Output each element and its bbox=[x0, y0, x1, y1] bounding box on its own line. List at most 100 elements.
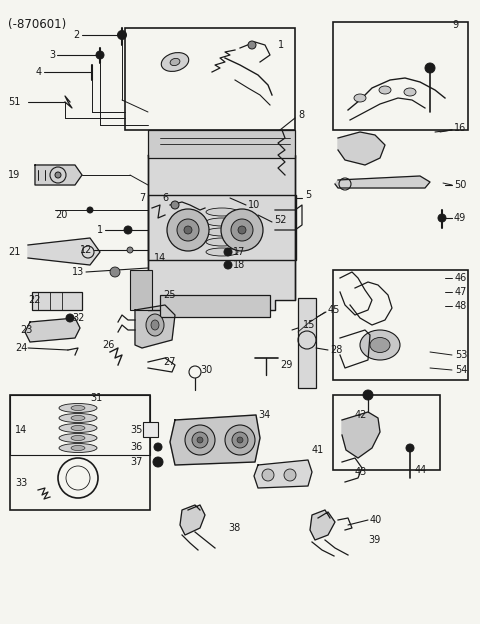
Text: 26: 26 bbox=[102, 340, 114, 350]
Circle shape bbox=[406, 444, 414, 452]
Bar bbox=[160, 295, 270, 317]
Ellipse shape bbox=[59, 434, 97, 442]
Text: 6: 6 bbox=[162, 193, 168, 203]
Text: 13: 13 bbox=[72, 267, 84, 277]
Text: 14: 14 bbox=[154, 253, 166, 263]
Bar bbox=[333, 270, 468, 380]
Circle shape bbox=[425, 63, 435, 73]
Text: 21: 21 bbox=[8, 247, 20, 257]
Ellipse shape bbox=[354, 94, 366, 102]
Text: 16: 16 bbox=[454, 123, 466, 133]
Circle shape bbox=[96, 51, 104, 59]
Ellipse shape bbox=[232, 432, 248, 448]
Circle shape bbox=[127, 247, 133, 253]
Text: 48: 48 bbox=[455, 301, 467, 311]
Polygon shape bbox=[170, 415, 260, 465]
Bar bbox=[333, 395, 440, 470]
Text: 1: 1 bbox=[97, 225, 103, 235]
Text: 32: 32 bbox=[72, 313, 84, 323]
Polygon shape bbox=[254, 460, 312, 488]
Text: 8: 8 bbox=[298, 110, 304, 120]
Bar bbox=[10, 395, 150, 510]
Bar bbox=[130, 270, 152, 310]
Ellipse shape bbox=[71, 446, 85, 451]
Ellipse shape bbox=[197, 437, 203, 443]
Bar bbox=[298, 298, 316, 388]
Text: 30: 30 bbox=[200, 365, 212, 375]
Text: 49: 49 bbox=[454, 213, 466, 223]
Text: 50: 50 bbox=[454, 180, 467, 190]
Bar bbox=[10, 395, 150, 455]
Bar bbox=[32, 292, 82, 310]
Ellipse shape bbox=[192, 432, 208, 448]
Bar bbox=[148, 195, 296, 260]
Text: 27: 27 bbox=[163, 357, 176, 367]
Ellipse shape bbox=[237, 437, 243, 443]
Ellipse shape bbox=[206, 218, 238, 226]
Text: 40: 40 bbox=[370, 515, 382, 525]
Ellipse shape bbox=[206, 238, 238, 246]
Circle shape bbox=[110, 267, 120, 277]
Text: 23: 23 bbox=[20, 325, 32, 335]
Circle shape bbox=[248, 41, 256, 49]
Ellipse shape bbox=[146, 314, 164, 336]
Text: 14: 14 bbox=[15, 425, 27, 435]
Ellipse shape bbox=[231, 219, 253, 241]
Text: 28: 28 bbox=[330, 345, 342, 355]
Ellipse shape bbox=[59, 444, 97, 452]
Circle shape bbox=[118, 31, 127, 39]
Circle shape bbox=[171, 201, 179, 209]
Polygon shape bbox=[135, 305, 175, 348]
Ellipse shape bbox=[151, 320, 159, 330]
Circle shape bbox=[66, 314, 74, 322]
Text: 41: 41 bbox=[312, 445, 324, 455]
Ellipse shape bbox=[184, 226, 192, 234]
Polygon shape bbox=[35, 165, 82, 185]
Polygon shape bbox=[180, 505, 205, 535]
Polygon shape bbox=[310, 510, 335, 540]
Ellipse shape bbox=[167, 209, 209, 251]
Text: 33: 33 bbox=[15, 478, 27, 488]
Ellipse shape bbox=[262, 469, 274, 481]
Circle shape bbox=[224, 261, 232, 269]
Bar bbox=[125, 28, 295, 130]
Text: 53: 53 bbox=[455, 350, 468, 360]
Ellipse shape bbox=[379, 86, 391, 94]
Text: 9: 9 bbox=[452, 20, 458, 30]
Ellipse shape bbox=[206, 208, 238, 216]
Ellipse shape bbox=[71, 436, 85, 441]
Ellipse shape bbox=[206, 248, 238, 256]
Ellipse shape bbox=[59, 404, 97, 412]
Text: 45: 45 bbox=[328, 305, 340, 315]
Text: 35: 35 bbox=[131, 425, 143, 435]
Text: 4: 4 bbox=[36, 67, 42, 77]
Text: 44: 44 bbox=[415, 465, 427, 475]
Polygon shape bbox=[342, 412, 380, 458]
Polygon shape bbox=[28, 238, 100, 265]
Text: 54: 54 bbox=[455, 365, 468, 375]
Text: (-870601): (-870601) bbox=[8, 18, 66, 31]
Text: 25: 25 bbox=[163, 290, 176, 300]
Polygon shape bbox=[335, 176, 430, 188]
Ellipse shape bbox=[225, 425, 255, 455]
Text: 3: 3 bbox=[49, 50, 55, 60]
Ellipse shape bbox=[59, 414, 97, 422]
Bar bbox=[143, 422, 158, 437]
Circle shape bbox=[87, 207, 93, 213]
Ellipse shape bbox=[71, 406, 85, 411]
Polygon shape bbox=[338, 132, 385, 165]
Ellipse shape bbox=[404, 88, 416, 96]
Text: 1: 1 bbox=[278, 40, 284, 50]
Ellipse shape bbox=[71, 416, 85, 421]
Text: 43: 43 bbox=[355, 467, 367, 477]
Ellipse shape bbox=[71, 426, 85, 431]
Ellipse shape bbox=[206, 228, 238, 236]
Ellipse shape bbox=[370, 338, 390, 353]
Ellipse shape bbox=[360, 330, 400, 360]
Text: 10: 10 bbox=[248, 200, 260, 210]
Text: 15: 15 bbox=[303, 320, 315, 330]
Circle shape bbox=[154, 443, 162, 451]
Polygon shape bbox=[25, 318, 80, 342]
Text: 17: 17 bbox=[233, 247, 245, 257]
Circle shape bbox=[124, 226, 132, 234]
